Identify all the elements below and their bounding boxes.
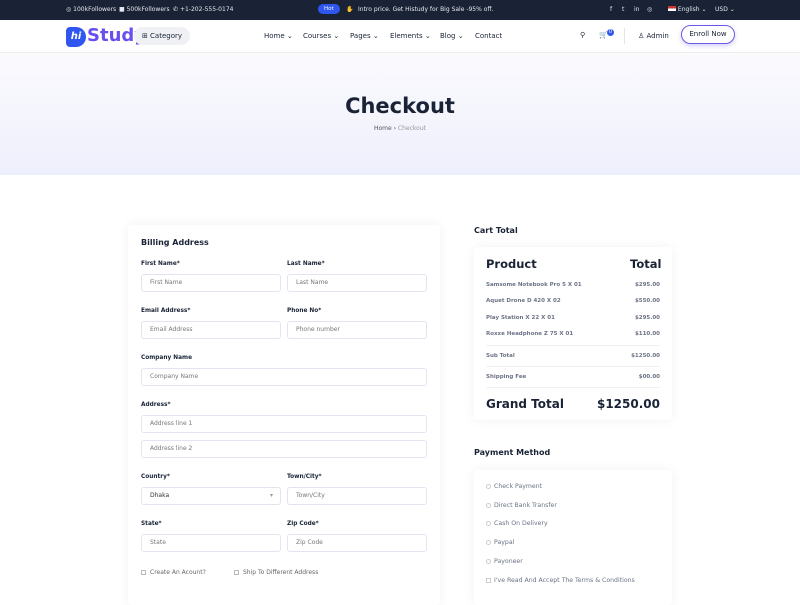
user-icon: ♙ bbox=[638, 32, 645, 40]
company-label: Company Name bbox=[141, 355, 192, 361]
billing-title: Billing Address bbox=[141, 238, 209, 247]
product-header: Product bbox=[486, 257, 537, 271]
instagram-icon[interactable]: ◎ bbox=[647, 6, 653, 13]
chevron-down-icon: ▾ bbox=[269, 492, 273, 499]
payment-payoneer[interactable]: Payoneer bbox=[486, 558, 523, 565]
search-icon[interactable]: ⚲ bbox=[580, 31, 586, 39]
payment-check[interactable]: Check Payment bbox=[486, 483, 542, 490]
email-input[interactable]: Email Address bbox=[141, 321, 281, 339]
state-label: State* bbox=[141, 521, 162, 527]
language-select[interactable]: English ⌄ bbox=[668, 6, 707, 13]
subtotal-row: Sub Total $1250.00 bbox=[486, 353, 660, 359]
admin-menu[interactable]: ♙ Admin bbox=[638, 32, 669, 40]
breadcrumb-home[interactable]: Home bbox=[373, 125, 392, 132]
create-account-checkbox[interactable]: Create An Acount? bbox=[141, 569, 206, 576]
facebook-followers[interactable]: ■ 500kFollowers bbox=[119, 6, 170, 13]
enroll-now-button[interactable]: Enroll Now bbox=[681, 25, 735, 44]
currency-select[interactable]: USD ⌄ bbox=[715, 6, 735, 13]
email-label: Email Address* bbox=[141, 308, 191, 314]
promo-text: Intro price. Get Histudy for Big Sale -9… bbox=[358, 6, 494, 13]
state-input[interactable]: State bbox=[141, 534, 281, 552]
nav-courses[interactable]: Courses ⌄ bbox=[303, 32, 340, 40]
zip-input[interactable]: Zip Code bbox=[287, 534, 427, 552]
us-flag-icon bbox=[668, 6, 676, 11]
country-select[interactable]: Dhaka ▾ bbox=[141, 487, 281, 505]
payment-cash-on-delivery[interactable]: Cash On Delivery bbox=[486, 520, 548, 527]
zip-label: Zip Code* bbox=[287, 521, 319, 527]
last-name-input[interactable]: Last Name bbox=[287, 274, 427, 292]
logo[interactable]: hi Study bbox=[66, 25, 146, 47]
page-title: Checkout bbox=[345, 94, 455, 118]
header bbox=[0, 20, 800, 53]
twitter-icon[interactable]: t bbox=[622, 6, 625, 13]
phone[interactable]: ✆ +1-202-555-0174 bbox=[173, 6, 234, 13]
phone-input[interactable]: Phone number bbox=[287, 321, 427, 339]
nav-elements[interactable]: Elements ⌄ bbox=[390, 32, 431, 40]
cart-icon[interactable]: 🛒 bbox=[599, 31, 608, 39]
nav-home[interactable]: Home ⌄ bbox=[264, 32, 293, 40]
ship-different-checkbox[interactable]: Ship To Different Address bbox=[234, 569, 318, 576]
shipping-row: Shipping Fee $00.00 bbox=[486, 374, 660, 380]
phone-label: Phone No* bbox=[287, 308, 322, 314]
breadcrumb: Home › Checkout bbox=[373, 125, 426, 132]
country-label: Country* bbox=[141, 474, 170, 480]
cart-count-badge: 0 bbox=[607, 29, 614, 36]
cart-item: Samsome Notebook Pro 5 X 01 $295.00 bbox=[486, 282, 660, 288]
payment-card bbox=[474, 470, 672, 605]
first-name-input[interactable]: First Name bbox=[141, 274, 281, 292]
cart-item: Roxxe Headphone Z 75 X 01 $110.00 bbox=[486, 331, 660, 337]
payment-bank-transfer[interactable]: Direct Bank Transfer bbox=[486, 502, 557, 509]
linkedin-icon[interactable]: in bbox=[634, 6, 640, 13]
company-input[interactable]: Company Name bbox=[141, 368, 427, 386]
hero-banner bbox=[0, 53, 800, 175]
nav-pages[interactable]: Pages ⌄ bbox=[350, 32, 379, 40]
address-line2-input[interactable]: Address line 2 bbox=[141, 440, 427, 458]
town-input[interactable]: Town/City bbox=[287, 487, 427, 505]
cart-item: Play Station X 22 X 01 $295.00 bbox=[486, 315, 660, 321]
wave-icon: ✋ bbox=[346, 6, 354, 13]
instagram-followers[interactable]: ◎ 100kFollowers bbox=[66, 6, 117, 13]
facebook-icon[interactable]: f bbox=[610, 6, 613, 13]
payment-paypal[interactable]: Paypal bbox=[486, 539, 514, 546]
breadcrumb-current: Checkout bbox=[397, 125, 426, 132]
hot-badge: Hot bbox=[318, 4, 340, 14]
address-line1-input[interactable]: Address line 1 bbox=[141, 415, 427, 433]
divider bbox=[486, 387, 660, 388]
cart-item: Aquet Drone D 420 X 02 $550.00 bbox=[486, 298, 660, 304]
divider bbox=[624, 28, 625, 44]
grand-total-row: Grand Total $1250.00 bbox=[486, 397, 660, 411]
payment-title: Payment Method bbox=[474, 448, 551, 457]
last-name-label: Last Name* bbox=[287, 261, 325, 267]
nav-blog[interactable]: Blog ⌄ bbox=[440, 32, 464, 40]
divider bbox=[486, 345, 660, 346]
town-label: Town/City* bbox=[287, 474, 322, 480]
cart-items: Samsome Notebook Pro 5 X 01 $295.00 Aquet… bbox=[486, 282, 660, 342]
nav-contact[interactable]: Contact bbox=[475, 32, 503, 40]
address-label: Address* bbox=[141, 402, 171, 408]
terms-checkbox[interactable]: I've Read And Accept The Terms & Conditi… bbox=[486, 577, 635, 584]
first-name-label: First Name* bbox=[141, 261, 180, 267]
category-button[interactable]: ⊞ Category bbox=[134, 27, 190, 45]
top-bar: ◎ 100kFollowers ■ 500kFollowers ✆ +1-202… bbox=[0, 0, 800, 20]
cart-total-title: Cart Total bbox=[474, 226, 518, 235]
cart-card bbox=[474, 247, 672, 420]
divider bbox=[486, 366, 660, 367]
total-header: Total bbox=[630, 257, 662, 271]
